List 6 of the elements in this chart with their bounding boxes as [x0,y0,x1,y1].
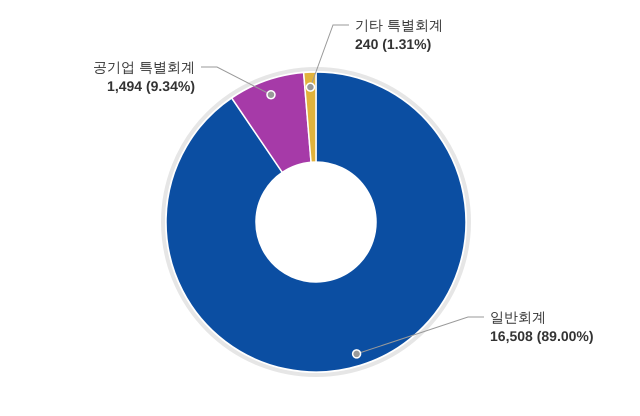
slice-label: 기타 특별회계 [355,17,443,33]
data-label: 16,508 (89.00%) [490,328,594,344]
slice-label: 일반회계 [490,309,546,325]
data-label: 1,494 (9.34%) [107,78,195,94]
slice-label: 공기업 특별회계 [93,59,195,75]
data-label: 240 (1.31%) [355,36,432,52]
